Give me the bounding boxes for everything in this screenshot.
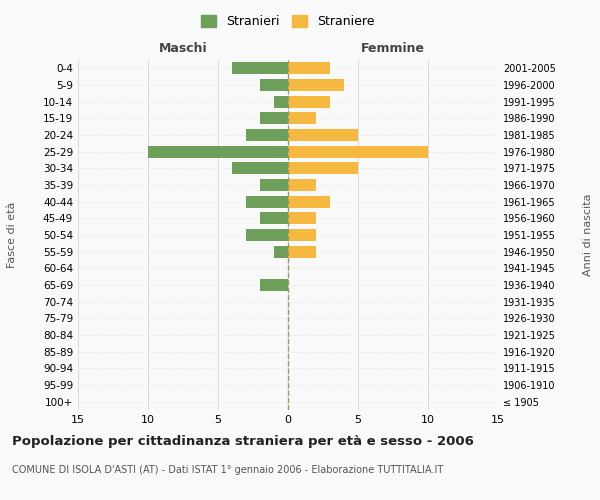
Bar <box>246 196 288 207</box>
Text: Popolazione per cittadinanza straniera per età e sesso - 2006: Popolazione per cittadinanza straniera p… <box>12 435 474 448</box>
Legend: Stranieri, Straniere: Stranieri, Straniere <box>196 10 380 34</box>
Bar <box>288 62 330 74</box>
Bar <box>148 146 288 158</box>
Bar <box>288 229 316 241</box>
Bar <box>288 96 330 108</box>
Bar <box>288 79 344 91</box>
Text: Femmine: Femmine <box>361 42 425 55</box>
Bar <box>288 246 316 258</box>
Text: COMUNE DI ISOLA D'ASTI (AT) - Dati ISTAT 1° gennaio 2006 - Elaborazione TUTTITAL: COMUNE DI ISOLA D'ASTI (AT) - Dati ISTAT… <box>12 465 443 475</box>
Text: Maschi: Maschi <box>158 42 208 55</box>
Bar <box>288 129 358 141</box>
Bar <box>260 212 288 224</box>
Bar <box>288 196 330 207</box>
Bar <box>260 279 288 291</box>
Bar <box>288 162 358 174</box>
Text: Anni di nascita: Anni di nascita <box>583 194 593 276</box>
Bar <box>232 162 288 174</box>
Bar <box>288 212 316 224</box>
Bar <box>260 179 288 191</box>
Bar <box>274 96 288 108</box>
Bar <box>288 112 316 124</box>
Bar <box>274 246 288 258</box>
Bar <box>260 79 288 91</box>
Bar <box>288 179 316 191</box>
Bar <box>246 229 288 241</box>
Bar <box>260 112 288 124</box>
Text: Fasce di età: Fasce di età <box>7 202 17 268</box>
Bar <box>246 129 288 141</box>
Bar <box>288 146 428 158</box>
Bar <box>232 62 288 74</box>
